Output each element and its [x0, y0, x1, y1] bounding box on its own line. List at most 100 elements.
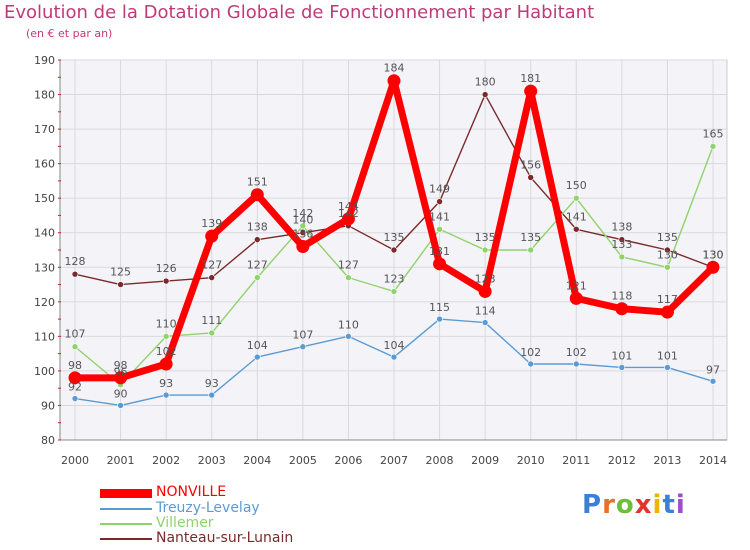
data-point	[436, 198, 443, 205]
data-label: 96	[114, 366, 128, 379]
data-point	[208, 274, 216, 281]
x-tick-label: 2001	[107, 454, 135, 467]
proxiti-logo: Proxiti	[582, 490, 686, 520]
data-label: 138	[247, 221, 268, 234]
data-label: 104	[383, 339, 404, 352]
data-point	[68, 371, 82, 385]
data-point	[159, 357, 173, 371]
data-label: 135	[520, 231, 541, 244]
x-tick-label: 2003	[198, 454, 226, 467]
logo-letter: r	[602, 490, 616, 520]
data-point	[527, 246, 535, 254]
y-tick-label: 150	[34, 192, 55, 205]
data-label: 150	[566, 179, 587, 192]
data-point	[299, 343, 307, 351]
data-label: 125	[110, 266, 131, 279]
x-tick-label: 2011	[562, 454, 590, 467]
y-tick-label: 80	[41, 434, 55, 447]
data-point	[709, 143, 717, 150]
data-point	[527, 174, 535, 181]
data-label: 130	[657, 248, 678, 261]
y-tick-label: 190	[34, 54, 55, 67]
data-point	[162, 277, 170, 285]
data-label: 98	[114, 359, 128, 372]
x-tick-label: 2010	[517, 454, 545, 467]
data-point	[664, 246, 671, 254]
y-tick-label: 90	[41, 399, 55, 412]
data-point	[436, 225, 443, 233]
data-label: 135	[657, 231, 678, 244]
logo-letter: P	[582, 490, 603, 520]
data-label: 139	[201, 217, 222, 230]
logo-letter: x	[634, 490, 653, 520]
data-point	[253, 353, 261, 361]
data-point	[345, 333, 352, 340]
y-tick-label: 170	[34, 123, 55, 136]
data-point	[114, 371, 128, 385]
data-label: 123	[475, 272, 496, 285]
data-point	[615, 302, 629, 316]
data-label: 133	[611, 238, 632, 251]
data-label: 102	[566, 346, 587, 359]
y-tick-label: 180	[34, 89, 55, 102]
data-point	[341, 212, 355, 226]
data-label: 135	[383, 231, 404, 244]
data-point	[162, 391, 170, 399]
y-tick-label: 160	[34, 158, 55, 171]
logo-letter: o	[615, 490, 635, 520]
data-point	[299, 229, 307, 237]
data-point	[208, 391, 216, 399]
data-label: 114	[475, 305, 496, 318]
data-point	[205, 229, 219, 243]
data-point	[71, 395, 79, 402]
x-tick-label: 2008	[426, 454, 454, 467]
data-label: 135	[475, 231, 496, 244]
data-point	[709, 377, 717, 385]
data-label: 144	[338, 200, 359, 213]
data-label: 126	[156, 262, 177, 275]
data-point	[390, 288, 398, 295]
data-point	[660, 305, 674, 319]
data-point	[387, 74, 401, 88]
data-label: 123	[383, 272, 404, 285]
data-label: 127	[201, 259, 222, 272]
data-point	[664, 364, 671, 371]
data-point	[572, 360, 580, 368]
data-label: 97	[706, 363, 720, 376]
data-label: 130	[702, 248, 723, 261]
data-point	[618, 253, 626, 261]
y-tick-label: 100	[34, 365, 55, 378]
data-label: 118	[611, 290, 632, 303]
data-point	[71, 270, 79, 278]
data-label: 165	[702, 127, 723, 140]
data-label: 156	[520, 158, 541, 171]
legend-label: Treuzy-Levelay	[156, 500, 260, 516]
data-point	[253, 274, 261, 281]
data-label: 141	[429, 210, 450, 223]
chart-subtitle: (en € et par an)	[26, 27, 113, 40]
data-point	[296, 240, 310, 254]
data-label: 90	[114, 387, 128, 400]
data-label: 141	[566, 210, 587, 223]
legend-label: NONVILLE	[156, 484, 227, 500]
legend-swatch	[100, 538, 152, 540]
data-label: 121	[566, 279, 587, 292]
data-label: 98	[68, 359, 82, 372]
data-point	[433, 257, 447, 271]
legend-label: Villemer	[156, 515, 214, 531]
data-point	[481, 319, 489, 326]
data-label: 127	[338, 259, 359, 272]
data-point	[481, 246, 489, 254]
data-point	[706, 260, 720, 274]
logo-letter: i	[652, 490, 663, 520]
x-tick-label: 2009	[471, 454, 499, 467]
data-label: 130	[702, 248, 723, 261]
data-label: 151	[247, 176, 268, 189]
data-point	[390, 353, 398, 361]
plot-area: 80 90 100 110 120 130 140 150 160 170 180 190 2000 20…	[34, 54, 728, 467]
data-point	[569, 291, 583, 305]
data-label: 110	[338, 318, 359, 331]
x-tick-label: 2006	[334, 454, 362, 467]
data-label: 107	[292, 329, 313, 342]
